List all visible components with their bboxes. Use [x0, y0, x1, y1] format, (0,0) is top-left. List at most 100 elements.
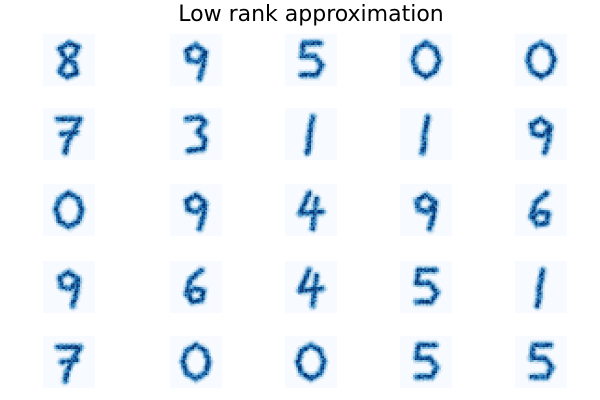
pixel	[70, 67, 73, 70]
pixel	[179, 356, 182, 359]
pixel	[314, 117, 317, 120]
pixel	[542, 143, 545, 146]
pixel	[546, 65, 549, 68]
pixel	[431, 230, 434, 233]
pixel	[546, 122, 549, 125]
pixel	[435, 217, 438, 220]
pixel	[199, 228, 202, 231]
pixel	[181, 50, 184, 53]
pixel	[294, 287, 297, 289]
pixel	[435, 48, 438, 51]
pixel	[426, 268, 428, 271]
pixel	[426, 198, 428, 201]
pixel	[197, 111, 200, 114]
pixel	[183, 208, 185, 211]
pixel	[67, 58, 70, 61]
pixel	[550, 213, 553, 216]
pixel	[69, 226, 71, 229]
pixel	[305, 122, 308, 125]
pixel	[298, 41, 300, 44]
pixel	[188, 283, 191, 286]
pixel	[312, 279, 315, 282]
pixel	[54, 213, 57, 216]
pixel	[65, 67, 68, 70]
pixel	[422, 130, 425, 133]
pixel	[78, 298, 81, 301]
pixel	[431, 274, 434, 276]
pixel	[207, 60, 210, 62]
pixel	[201, 74, 204, 77]
pixel	[542, 128, 545, 131]
pixel	[531, 198, 534, 201]
pixel	[78, 279, 81, 282]
pixel	[526, 217, 529, 220]
pixel	[184, 47, 187, 49]
pixel	[78, 349, 81, 351]
pixel	[544, 143, 547, 146]
pixel	[199, 195, 202, 198]
pixel	[199, 288, 202, 291]
pixel	[199, 48, 202, 51]
pixel	[201, 224, 204, 227]
pixel	[183, 150, 185, 153]
pixel	[522, 56, 525, 59]
pixel	[188, 354, 191, 357]
pixel	[429, 202, 432, 205]
pixel	[197, 296, 200, 299]
pixel	[413, 198, 415, 201]
pixel	[201, 287, 204, 289]
pixel	[528, 61, 530, 64]
pixel	[207, 63, 210, 66]
pixel	[209, 363, 211, 366]
pixel	[431, 290, 434, 293]
pixel	[63, 347, 66, 350]
pixel	[65, 117, 68, 120]
pixel	[72, 198, 75, 201]
pixel	[197, 152, 200, 155]
pixel	[78, 204, 81, 207]
pixel	[205, 61, 208, 64]
pixel	[437, 71, 440, 74]
pixel	[427, 141, 430, 144]
pixel	[207, 137, 210, 140]
pixel	[65, 135, 68, 138]
pixel	[61, 204, 64, 207]
pixel	[190, 213, 193, 216]
pixel	[57, 122, 60, 125]
pixel	[59, 71, 62, 74]
pixel	[83, 208, 86, 211]
pixel	[298, 58, 300, 61]
pixel	[541, 290, 543, 293]
pixel	[78, 215, 81, 218]
pixel	[424, 43, 427, 46]
pixel	[57, 195, 60, 198]
pixel	[82, 113, 84, 116]
pixel	[80, 274, 83, 276]
pixel	[65, 74, 68, 77]
pixel	[320, 197, 323, 199]
pixel	[435, 74, 438, 77]
pixel	[303, 52, 306, 55]
pixel	[429, 279, 432, 282]
pixel	[192, 43, 195, 46]
pixel	[63, 156, 66, 159]
pixel	[72, 132, 75, 135]
pixel	[301, 210, 304, 212]
pixel	[541, 128, 543, 131]
pixel	[442, 60, 445, 62]
pixel	[201, 122, 204, 125]
pixel	[427, 128, 430, 131]
pixel	[537, 121, 540, 123]
pixel	[531, 76, 534, 79]
pixel	[303, 193, 306, 196]
pixel	[70, 117, 73, 120]
pixel	[298, 73, 300, 75]
pixel	[56, 121, 58, 123]
pixel	[309, 198, 312, 201]
pixel	[550, 73, 553, 75]
pixel	[431, 204, 434, 207]
pixel	[50, 206, 53, 209]
pixel	[188, 277, 191, 280]
pixel	[301, 71, 304, 74]
pixel	[197, 137, 200, 140]
